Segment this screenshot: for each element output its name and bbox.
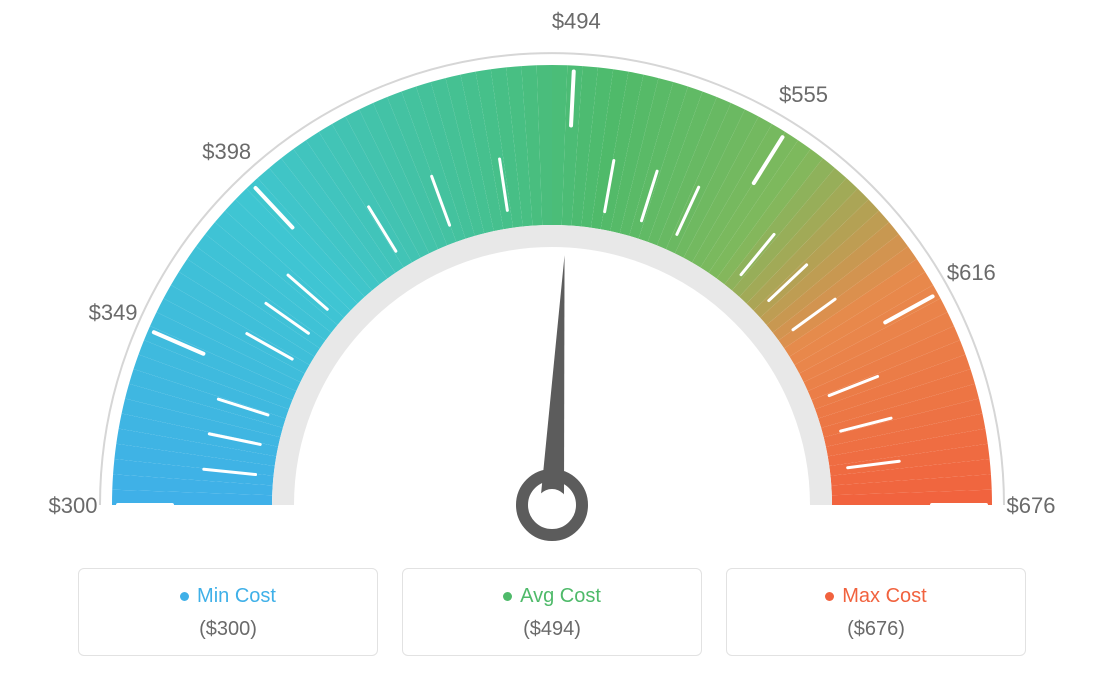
legend-dot-max	[825, 592, 834, 601]
legend-dot-avg	[503, 592, 512, 601]
legend-card-min: Min Cost ($300)	[78, 568, 378, 656]
legend-value-max: ($676)	[727, 618, 1025, 641]
svg-text:$494: $494	[552, 9, 601, 34]
svg-text:$300: $300	[49, 493, 98, 518]
gauge-svg: $300 $349 $398 $494 $555 $616 $676	[0, 0, 1104, 560]
legend-dot-min	[180, 592, 189, 601]
legend-card-avg: Avg Cost ($494)	[402, 568, 702, 656]
svg-text:$676: $676	[1007, 493, 1056, 518]
legend-value-avg: ($494)	[403, 618, 701, 641]
svg-text:$555: $555	[779, 82, 828, 107]
svg-text:$349: $349	[89, 300, 138, 325]
legend-title-min: Min Cost	[180, 585, 276, 608]
legend-label-min: Min Cost	[197, 585, 276, 608]
svg-text:$398: $398	[202, 139, 251, 164]
gauge-chart: $300 $349 $398 $494 $555 $616 $676	[0, 0, 1104, 560]
svg-text:$616: $616	[947, 260, 996, 285]
legend-label-max: Max Cost	[842, 585, 926, 608]
legend-card-max: Max Cost ($676)	[726, 568, 1026, 656]
legend-title-max: Max Cost	[825, 585, 926, 608]
legend-row: Min Cost ($300) Avg Cost ($494) Max Cost…	[0, 568, 1104, 656]
legend-title-avg: Avg Cost	[503, 585, 601, 608]
legend-value-min: ($300)	[79, 618, 377, 641]
legend-label-avg: Avg Cost	[520, 585, 601, 608]
